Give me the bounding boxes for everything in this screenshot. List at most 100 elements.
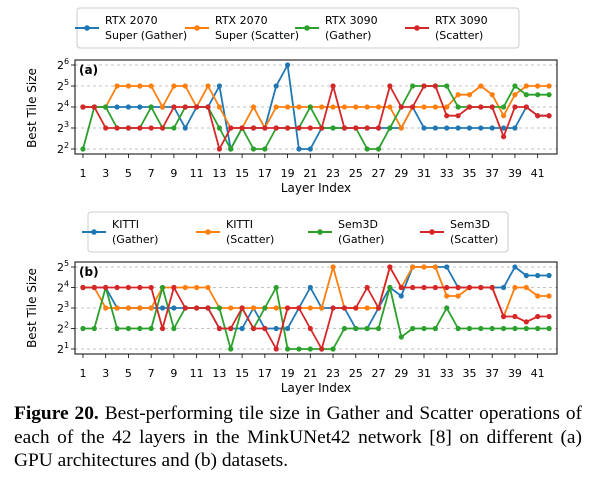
data-point <box>228 305 234 311</box>
data-point <box>216 104 222 110</box>
data-point <box>148 305 154 311</box>
data-point <box>125 284 132 291</box>
data-point <box>398 284 404 291</box>
data-point <box>159 125 166 131</box>
legend-swatch-marker <box>304 25 310 31</box>
data-point <box>307 325 313 332</box>
data-point <box>341 305 348 311</box>
data-point <box>489 104 495 110</box>
data-point <box>148 284 154 291</box>
legend-label: Sem3D <box>450 218 490 231</box>
data-point <box>489 325 495 332</box>
legend-swatch-marker <box>429 229 435 235</box>
data-point <box>319 305 325 311</box>
x-tick-label: 41 <box>531 367 545 380</box>
data-point <box>455 125 461 131</box>
data-point <box>432 264 438 270</box>
data-point <box>500 313 507 320</box>
data-point <box>512 284 518 291</box>
data-point <box>500 325 507 332</box>
data-point <box>512 325 518 332</box>
data-point <box>478 125 484 131</box>
data-point <box>114 125 120 131</box>
data-point <box>239 325 245 332</box>
x-tick-label: 41 <box>531 167 545 180</box>
data-point <box>432 325 438 332</box>
data-point <box>466 284 473 291</box>
data-point <box>353 305 359 311</box>
data-point <box>512 125 518 131</box>
data-point <box>444 83 450 89</box>
data-point <box>500 284 507 291</box>
y-tick-label: 25 <box>57 259 69 274</box>
data-point <box>523 83 529 89</box>
data-point <box>410 264 416 270</box>
data-point <box>296 305 302 311</box>
data-point <box>137 104 143 110</box>
data-point <box>296 346 302 352</box>
data-point <box>466 104 473 110</box>
data-point <box>273 125 279 131</box>
x-tick-label: 17 <box>258 167 272 180</box>
legend-label: (Gather) <box>112 233 158 246</box>
x-tick-label: 5 <box>125 167 132 180</box>
data-point <box>114 325 120 332</box>
data-point <box>466 125 473 131</box>
data-point <box>205 284 211 291</box>
data-point <box>114 104 120 110</box>
legend-label: RTX 2070 <box>215 14 268 27</box>
data-point <box>137 305 143 311</box>
data-point <box>546 313 552 320</box>
data-point <box>387 284 393 291</box>
legend-swatch-marker <box>91 229 97 235</box>
data-point <box>410 325 416 332</box>
data-point <box>432 284 438 291</box>
data-point <box>341 104 348 110</box>
data-point <box>319 346 325 352</box>
data-point <box>216 305 222 311</box>
data-point <box>330 346 336 352</box>
data-point <box>273 284 279 291</box>
data-point <box>137 83 143 89</box>
data-point <box>103 125 109 131</box>
data-point <box>478 83 484 89</box>
data-point <box>125 305 132 311</box>
data-point <box>375 325 382 332</box>
data-point <box>91 325 97 332</box>
data-point <box>319 125 325 131</box>
data-point <box>546 83 552 89</box>
data-point <box>421 104 427 110</box>
data-point <box>375 146 382 152</box>
data-point <box>182 125 188 131</box>
x-tick-label: 29 <box>394 367 408 380</box>
data-point <box>387 104 393 110</box>
data-point <box>307 305 313 311</box>
data-point <box>546 272 552 279</box>
data-point <box>80 325 86 332</box>
data-point <box>398 125 404 131</box>
data-point <box>330 264 336 270</box>
data-point <box>512 104 518 110</box>
data-point <box>159 284 166 291</box>
data-point <box>273 325 279 332</box>
data-point <box>250 104 257 110</box>
data-point <box>262 325 268 332</box>
data-point <box>159 305 166 311</box>
x-tick-label: 13 <box>212 367 226 380</box>
data-point <box>444 293 450 299</box>
data-point <box>523 325 529 332</box>
data-point <box>273 305 279 311</box>
legend-label: Super (Gather) <box>105 29 187 42</box>
data-point <box>364 146 370 152</box>
data-point <box>535 92 541 98</box>
legend-swatch-marker <box>84 25 90 31</box>
data-point <box>353 104 359 110</box>
data-point <box>546 92 552 98</box>
data-point <box>284 325 291 332</box>
data-point <box>364 125 370 131</box>
y-tick-label: 21 <box>57 341 69 356</box>
legend-label: (Gather) <box>325 29 371 42</box>
data-point <box>250 146 257 152</box>
